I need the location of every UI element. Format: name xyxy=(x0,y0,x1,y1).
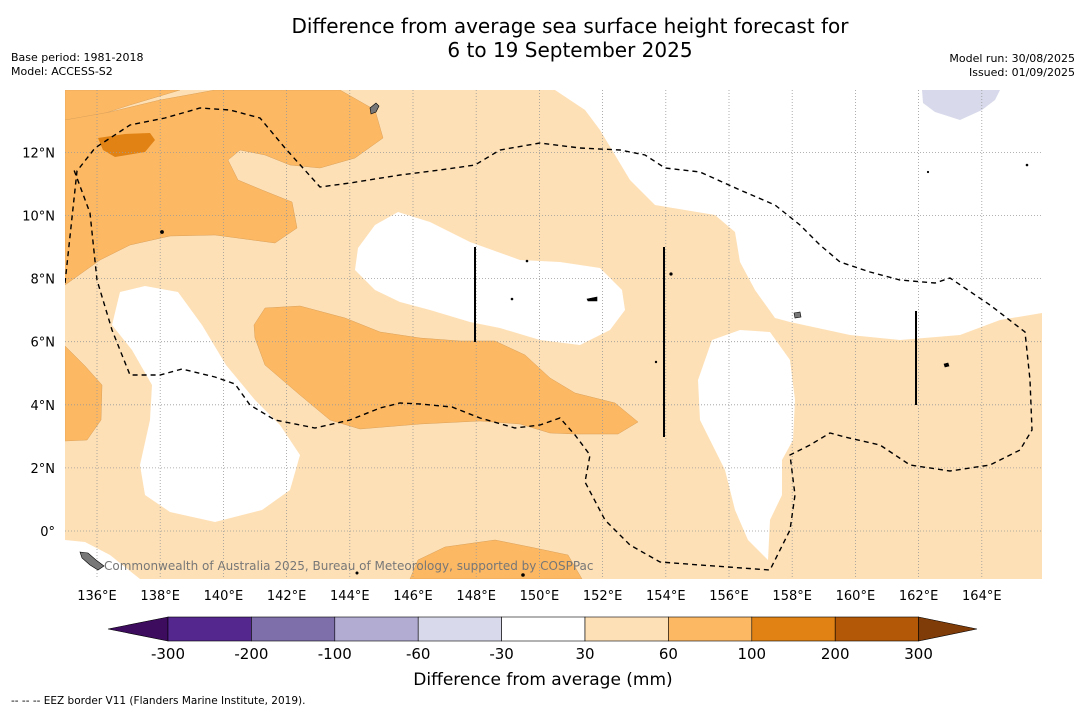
colorbar-bin xyxy=(334,616,419,642)
island xyxy=(79,551,105,571)
island xyxy=(369,102,380,115)
x-tick-label: 152°E xyxy=(583,589,623,604)
contour-neutral-southwest xyxy=(65,540,140,579)
gridlines xyxy=(65,90,1042,579)
colorbar-tick-label: -60 xyxy=(406,645,431,663)
y-tick-label: 2°N xyxy=(31,462,56,477)
colorbar-bin xyxy=(417,616,502,642)
colorbar-tick-label: 200 xyxy=(821,645,850,663)
title-line-2: 6 to 19 September 2025 xyxy=(447,38,693,62)
map-plot-area: Commonwealth of Australia 2025, Bureau o… xyxy=(65,90,1042,579)
meta-left: Base period: 1981-2018 Model: ACCESS-S2 xyxy=(11,51,143,79)
y-tick-label: 6°N xyxy=(31,336,56,351)
boundary-segments xyxy=(474,247,917,437)
x-tick-label: 144°E xyxy=(330,589,370,604)
island xyxy=(1025,163,1029,167)
x-tick-label: 140°E xyxy=(204,589,244,604)
contour-neutral-east xyxy=(698,330,795,560)
contour-neutral-west xyxy=(112,286,300,522)
island xyxy=(943,362,950,368)
title-line-1: Difference from average sea surface heig… xyxy=(291,14,849,38)
contour-100-200-patch xyxy=(98,133,155,157)
x-tick-label: 162°E xyxy=(899,589,939,604)
contour-neutral-central xyxy=(355,212,625,345)
colorbar-bin xyxy=(834,616,919,642)
colorbar-bin xyxy=(501,616,586,642)
island xyxy=(355,571,359,575)
contour-neg-30-60-patch xyxy=(922,90,1000,120)
colorbar: -300 -200 -100 -60 -30 30 60 100 200 300 xyxy=(107,616,978,663)
eez-border-line xyxy=(65,107,1033,571)
x-tick-label: 164°E xyxy=(962,589,1002,604)
island xyxy=(926,170,930,174)
y-tick-label: 0° xyxy=(40,525,55,540)
colorbar-bin xyxy=(584,616,669,642)
x-tick-label: 142°E xyxy=(267,589,307,604)
island xyxy=(521,573,525,577)
meta-right: Model run: 30/08/2025 Issued: 01/09/2025 xyxy=(949,52,1075,80)
watermark-text: Commonwealth of Australia 2025, Bureau o… xyxy=(104,559,594,573)
eez-borders xyxy=(65,107,1033,571)
colorbar-extend-high xyxy=(918,616,978,642)
island xyxy=(669,272,673,276)
chart-title: Difference from average sea surface heig… xyxy=(0,14,1085,62)
eez-footnote: -- -- -- EEZ border V11 (Flanders Marine… xyxy=(11,695,306,707)
island xyxy=(654,360,658,364)
colorbar-bin xyxy=(251,616,336,642)
x-tick-label: 150°E xyxy=(520,589,560,604)
y-tick-label: 12°N xyxy=(22,146,55,161)
colorbar-tick-label: 60 xyxy=(659,645,678,663)
issued-text: Issued: 01/09/2025 xyxy=(968,66,1075,79)
island xyxy=(793,311,802,319)
land-features xyxy=(79,102,1029,577)
x-tick-label: 148°E xyxy=(456,589,496,604)
colorbar-bin xyxy=(668,616,753,642)
colorbar-tick-label: -200 xyxy=(234,645,268,663)
colorbar-tick-label: 300 xyxy=(904,645,933,663)
island xyxy=(510,297,514,301)
y-tick-label: 8°N xyxy=(31,273,56,288)
base-period-text: Base period: 1981-2018 xyxy=(11,51,144,64)
island xyxy=(160,230,164,234)
x-tick-label: 154°E xyxy=(646,589,686,604)
model-run-text: Model run: 30/08/2025 xyxy=(949,52,1075,65)
island xyxy=(586,296,598,302)
x-tick-label: 138°E xyxy=(140,589,180,604)
x-tick-label: 146°E xyxy=(393,589,433,604)
x-tick-label: 136°E xyxy=(77,589,117,604)
contour-60-100-northwest xyxy=(65,90,181,121)
x-tick-label: 158°E xyxy=(772,589,812,604)
colorbar-label: Difference from average (mm) xyxy=(413,670,672,690)
y-tick-label: 4°N xyxy=(31,399,56,414)
x-tick-label: 160°E xyxy=(836,589,876,604)
colorbar-tick-label: 30 xyxy=(575,645,594,663)
colorbar-extend-low xyxy=(107,616,169,642)
y-axis-ticks: 12°N 10°N 8°N 6°N 4°N 2°N 0° xyxy=(22,146,55,540)
island xyxy=(525,259,529,263)
x-axis-ticks: 136°E 138°E 140°E 142°E 144°E 146°E 148°E 150°E… xyxy=(77,589,1001,604)
colorbar-tick-label: -100 xyxy=(318,645,352,663)
y-tick-label: 10°N xyxy=(22,210,55,225)
colorbar-tick-label: -300 xyxy=(151,645,185,663)
colorbar-tick-label: -30 xyxy=(489,645,514,663)
contour-60-100-west-edge xyxy=(65,345,103,442)
colorbar-bin xyxy=(751,616,836,642)
colorbar-tick-label: 100 xyxy=(737,645,766,663)
colorbar-bin xyxy=(167,616,252,642)
model-text: Model: ACCESS-S2 xyxy=(11,65,113,78)
x-tick-label: 156°E xyxy=(709,589,749,604)
